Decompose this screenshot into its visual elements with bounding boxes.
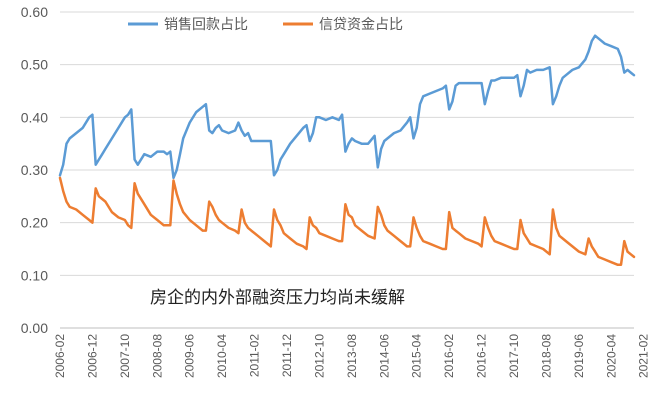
y-tick-label: 0.00 <box>21 320 48 336</box>
x-tick-label: 2021-02 <box>637 334 651 378</box>
x-tick-label: 2015-04 <box>410 334 424 378</box>
x-tick: 2016-02 <box>442 334 456 378</box>
x-tick-label: 2013-08 <box>345 334 359 378</box>
x-tick: 2016-12 <box>475 334 489 378</box>
x-tick: 2008-08 <box>150 334 164 378</box>
x-tick-label: 2016-02 <box>442 334 456 378</box>
series-line-1 <box>58 176 636 267</box>
x-tick-label: 2020-04 <box>604 334 618 378</box>
x-tick-label: 2011-12 <box>280 334 294 377</box>
chart-annotation: 房企的内外部融资压力均尚未缓解 <box>150 288 405 307</box>
x-tick-label: 2006-12 <box>85 334 99 378</box>
series-lines <box>58 34 636 267</box>
x-tick: 2017-10 <box>507 334 521 378</box>
series-line-0 <box>58 34 636 180</box>
gridlines <box>60 11 634 276</box>
y-tick-label: 0.10 <box>21 267 48 283</box>
x-tick-label: 2006-02 <box>53 334 67 378</box>
x-tick: 2007-10 <box>118 334 132 378</box>
legend-label: 信贷资金占比 <box>319 16 403 32</box>
y-tick-label: 0.50 <box>21 57 48 73</box>
legend: 销售回款占比 信贷资金占比 <box>128 16 403 32</box>
x-tick: 2011-12 <box>280 334 294 377</box>
x-tick-label: 2019-06 <box>572 334 586 378</box>
x-tick-label: 2009-06 <box>183 334 197 378</box>
x-tick: 2011-02 <box>248 334 262 377</box>
x-tick-label: 2017-10 <box>507 334 521 378</box>
x-tick: 2014-06 <box>377 334 391 378</box>
x-tick-label: 2016-12 <box>475 334 489 378</box>
x-tick: 2006-02 <box>53 334 67 378</box>
x-tick: 2009-06 <box>183 334 197 378</box>
y-tick-label: 0.40 <box>21 109 48 125</box>
y-tick-label: 0.60 <box>21 4 48 20</box>
x-axis-ticks: 2006-02 2006-12 2007-10 2008-08 2009-06 2010-… <box>53 334 651 378</box>
x-tick-label: 2012-10 <box>312 334 326 378</box>
y-tick-label: 0.30 <box>21 162 48 178</box>
x-tick-label: 2007-10 <box>118 334 132 378</box>
x-tick: 2006-12 <box>85 334 99 378</box>
x-tick: 2010-04 <box>215 334 229 378</box>
x-tick: 2018-08 <box>539 334 553 378</box>
x-tick-label: 2010-04 <box>215 334 229 378</box>
x-tick-label: 2018-08 <box>539 334 553 378</box>
x-tick: 2012-10 <box>312 334 326 378</box>
legend-label: 销售回款占比 <box>164 16 248 32</box>
x-tick: 2019-06 <box>572 334 586 378</box>
x-tick: 2021-02 <box>637 334 651 378</box>
x-tick-label: 2014-06 <box>377 334 391 378</box>
x-tick: 2015-04 <box>410 334 424 378</box>
x-tick-label: 2011-02 <box>248 334 262 377</box>
x-tick: 2020-04 <box>604 334 618 378</box>
y-tick-label: 0.20 <box>21 215 48 231</box>
x-tick-label: 2008-08 <box>150 334 164 378</box>
y-axis-ticks: 0.00 0.10 0.20 0.30 0.40 0.50 0.60 <box>21 4 48 336</box>
x-tick: 2013-08 <box>345 334 359 378</box>
